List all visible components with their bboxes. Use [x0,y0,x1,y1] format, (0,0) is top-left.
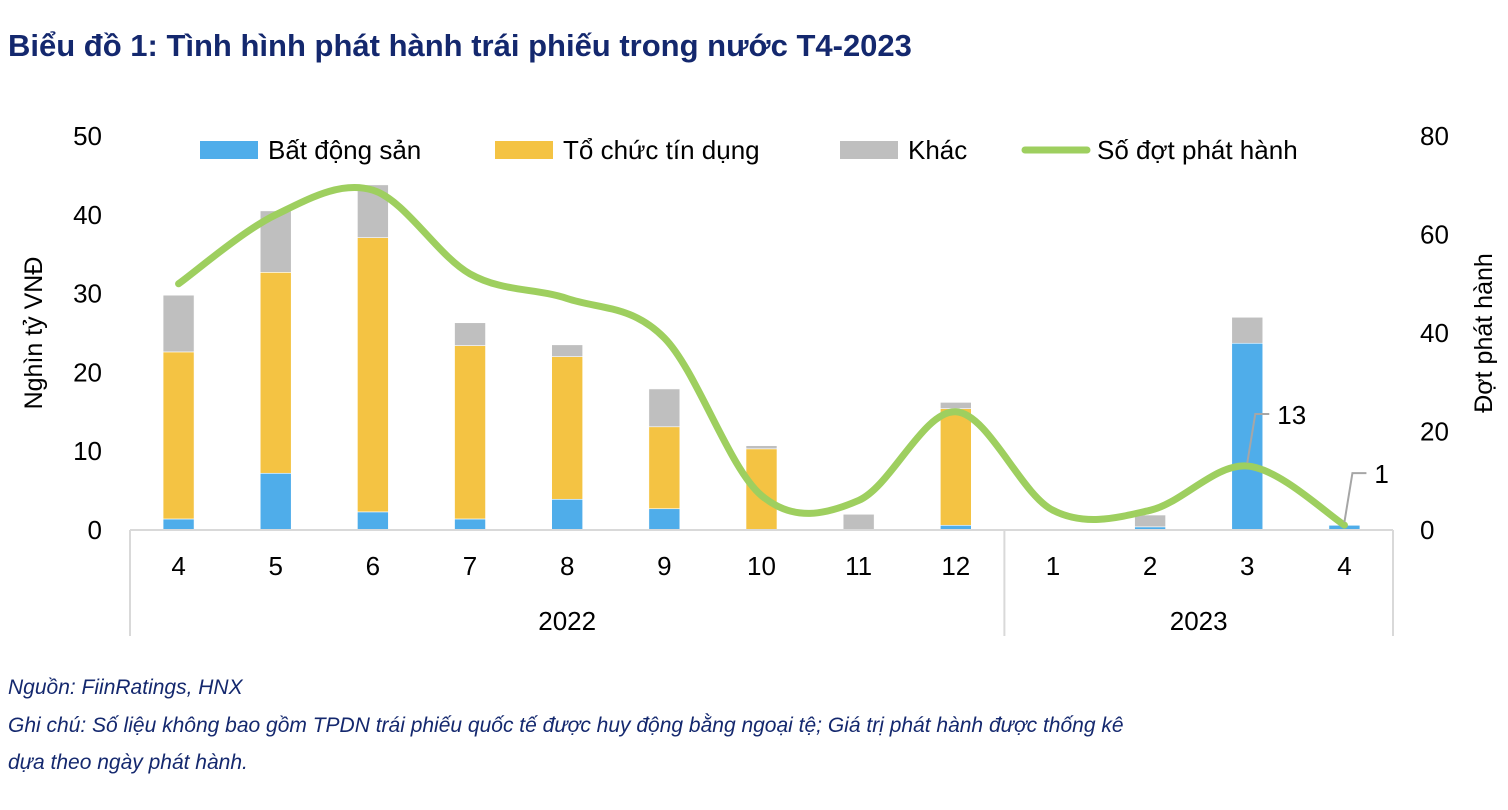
legend-label: Tổ chức tín dụng [563,135,760,165]
bar-segment [940,402,972,409]
bar-segment [1231,316,1264,344]
x-tick-label: 10 [747,551,776,581]
bar-segment [940,408,972,526]
x-tick-label: 9 [657,551,671,581]
bar-segment [551,498,583,531]
y2-tick-label: 20 [1420,417,1449,447]
bar-segment [454,518,486,531]
y2-tick-label: 60 [1420,220,1449,250]
line-series-so-dot-phat-hanh [175,183,1348,529]
bar-segment [162,351,195,520]
x-tick-label: 4 [171,551,185,581]
chart-title: Biểu đồ 1: Tình hình phát hành trái phiế… [8,28,912,63]
y-tick-label: 10 [73,436,102,466]
bar-segment [357,237,389,513]
x-tick-label: 6 [366,551,380,581]
x-tick-label: 8 [560,551,574,581]
footnote-line-1: Ghi chú: Số liệu không bao gồm TPDN trái… [8,714,1124,737]
bar-segment [1231,342,1264,531]
bar-segment [454,345,486,520]
bar-segment [162,518,195,531]
source-note: Nguồn: FiinRatings, HNX [8,676,243,699]
x-tick-label: 3 [1240,551,1254,581]
x-group-label: 2022 [538,606,596,636]
y-tick-label: 40 [73,200,102,230]
bar-segment [551,356,583,500]
x-tick-label: 5 [268,551,282,581]
y-axis-label: Nghìn tỷ VNĐ [20,257,48,410]
bar-segment [259,272,292,474]
x-tick-label: 1 [1046,551,1060,581]
legend-swatch [200,141,258,159]
y2-tick-label: 40 [1420,318,1449,348]
bar-segment [648,388,681,428]
bar-segment [357,511,389,531]
bar-segment [745,445,778,450]
x-group-label: 2023 [1170,606,1228,636]
y2-tick-label: 80 [1420,121,1449,151]
x-tick-label: 12 [941,551,970,581]
x-tick-label: 7 [463,551,477,581]
bar-segment [162,294,195,353]
legend-swatch [840,141,898,159]
bar-segment [648,508,681,531]
annotation-leader [1246,412,1270,464]
y-tick-label: 50 [73,121,102,151]
chart: 0 10 20 30 40 50 0 20 40 60 80 Nghìn tỷ VNĐ Đợt phát… [20,121,1498,636]
y-tick-label: 0 [88,515,102,545]
annotation-leader [1343,472,1367,523]
y2-tick-label: 0 [1420,515,1434,545]
bar-segment [454,322,486,346]
footnote-line-2: dựa theo ngày phát hành. [8,751,248,774]
bar-segment [648,426,681,510]
legend-label: Bất động sản [268,135,421,165]
bar-segment [551,344,583,357]
legend-swatch [495,141,553,159]
y-tick-label: 30 [73,279,102,309]
y-tick-label: 20 [73,357,102,387]
data-label: 1 [1374,459,1388,489]
bar-segment [1134,514,1166,528]
x-tick-label: 4 [1337,551,1351,581]
x-tick-label: 11 [845,551,872,581]
legend-label: Khác [908,135,967,165]
bar-segment [259,472,292,531]
x-tick-label: 2 [1143,551,1157,581]
y2-axis-label: Đợt phát hành [1470,253,1498,413]
legend-label: Số đợt phát hành [1097,135,1298,165]
data-label: 13 [1277,400,1306,430]
bar-segment [842,513,875,531]
